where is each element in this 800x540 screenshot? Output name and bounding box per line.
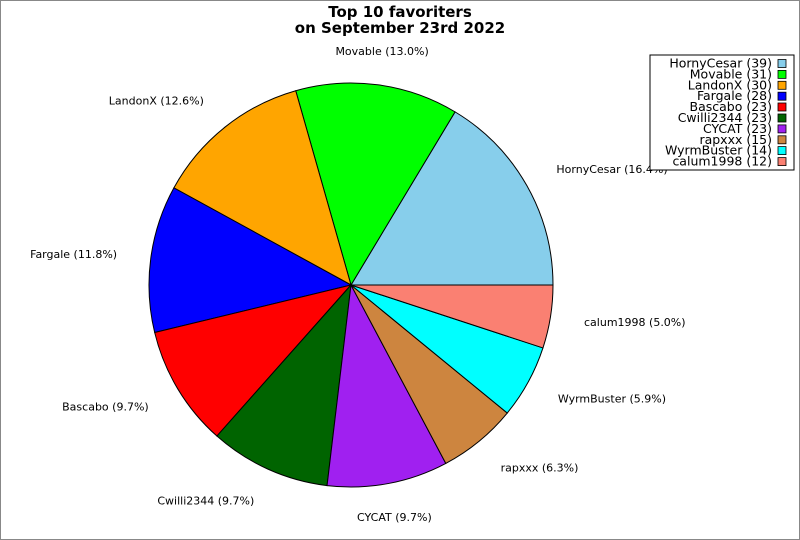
legend-swatch-movable bbox=[777, 70, 787, 79]
slice-label-wyrmbuster: WyrmBuster (5.9%) bbox=[558, 393, 666, 406]
pie-slice-bascabo bbox=[154, 284, 353, 437]
pie-labels: HornyCesar (16.4%) Movable (13.0%) LandonX… bbox=[30, 45, 685, 524]
pie-slice-hornycesar bbox=[350, 111, 554, 286]
chart-title-line2: on September 23rd 2022 bbox=[295, 19, 505, 37]
legend-label-wyrmbuster: WyrmBuster (14) bbox=[665, 143, 772, 158]
legend-swatch-rapxxx bbox=[777, 135, 787, 145]
legend-label-cycat: CYCAT (23) bbox=[703, 121, 772, 136]
slice-label-movable: Movable (13.0%) bbox=[335, 45, 428, 58]
legend-box bbox=[649, 54, 795, 171]
legend-label-rapxxx: rapxxx (15) bbox=[699, 132, 772, 147]
slice-label-rapxxx: rapxxx (6.3%) bbox=[501, 462, 579, 475]
slice-label-calum1998: calum1998 (5.0%) bbox=[584, 316, 686, 329]
legend-swatch-wyrmbuster bbox=[777, 146, 787, 156]
legend-swatch-calum1998 bbox=[777, 157, 787, 167]
chart-title-line1: Top 10 favoriters bbox=[328, 3, 472, 21]
pie-slice-movable bbox=[295, 82, 456, 287]
pie-slice-cycat bbox=[326, 283, 447, 488]
legend-label-calum1998: calum1998 (12) bbox=[672, 154, 772, 169]
slice-label-bascabo: Bascabo (9.7%) bbox=[62, 401, 149, 414]
legend-swatch-bascabo bbox=[777, 102, 787, 112]
pie-slices bbox=[148, 82, 554, 488]
legend: HornyCesar (39)Movable (31)LandonX (30)F… bbox=[649, 54, 795, 171]
pie-slice-landonx bbox=[173, 90, 352, 287]
legend-label-movable: Movable (31) bbox=[690, 66, 772, 81]
legend-label-fargale: Fargale (28) bbox=[697, 88, 772, 103]
pie-slice-fargale bbox=[148, 187, 353, 334]
legend-swatch-cycat bbox=[777, 124, 787, 134]
pie-slice-cwilli2344 bbox=[216, 283, 352, 487]
legend-label-bascabo: Bascabo (23) bbox=[690, 99, 773, 114]
slice-label-hornycesar: HornyCesar (16.4%) bbox=[556, 163, 667, 176]
slice-label-cwilli2344: Cwilli2344 (9.7%) bbox=[157, 494, 254, 507]
slice-label-fargale: Fargale (11.8%) bbox=[30, 248, 117, 261]
legend-swatch-fargale bbox=[777, 91, 787, 101]
slice-label-cycat: CYCAT (9.7%) bbox=[357, 511, 432, 524]
legend-label-cwilli2344: Cwilli2344 (23) bbox=[678, 110, 772, 125]
legend-swatch-landonx bbox=[777, 80, 787, 90]
slice-label-landonx: LandonX (12.6%) bbox=[109, 95, 204, 108]
legend-label-landonx: LandonX (30) bbox=[688, 77, 772, 92]
legend-swatch-hornycesar bbox=[777, 59, 787, 68]
pie-slice-calum1998 bbox=[350, 284, 554, 349]
legend-label-hornycesar: HornyCesar (39) bbox=[669, 56, 772, 71]
legend-swatch-cwilli2344 bbox=[777, 113, 787, 123]
